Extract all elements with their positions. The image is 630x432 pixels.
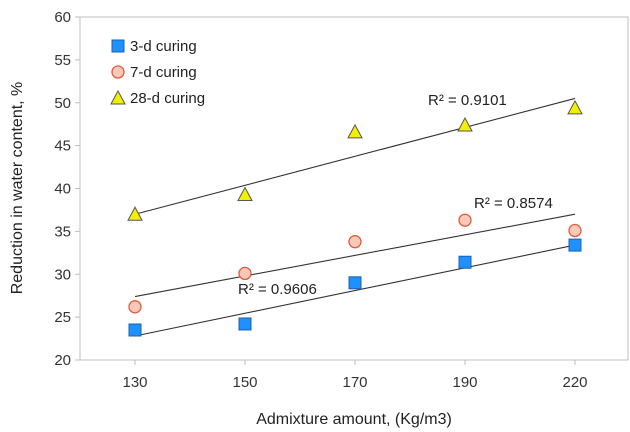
x-tick-label: 130: [122, 374, 147, 391]
data-point-square: [238, 317, 252, 331]
y-tick-label: 50: [54, 95, 71, 112]
trendline-3: [134, 97, 576, 215]
x-tick-label: 220: [562, 374, 587, 391]
data-point-triangle: [237, 186, 253, 202]
y-axis-title: Reduction in water content, %: [9, 82, 26, 295]
legend: 3-d curing 7-d curing 28-d curing: [110, 38, 205, 107]
legend-label: 28-d curing: [130, 90, 205, 107]
data-point-square: [348, 276, 362, 290]
y-axis-ticks: 20 25 30 35 40 45 50 55 60: [54, 9, 80, 369]
legend-label: 3-d curing: [130, 38, 197, 55]
data-point-triangle: [347, 123, 363, 139]
data-point-circle: [238, 266, 252, 281]
data-point-circle: [128, 300, 142, 314]
data-point-triangle: [457, 116, 473, 132]
trendline-2: [134, 213, 576, 298]
data-point-circle: [458, 213, 472, 227]
y-tick-label: 55: [54, 52, 71, 69]
x-tick-label: 190: [452, 374, 477, 391]
trendlines: [134, 97, 576, 337]
data-point-square: [568, 238, 582, 252]
r-squared-labels: R² = 0.9606 R² = 0.8574 R² = 0.9101: [238, 92, 553, 298]
legend-marker-square: [111, 39, 125, 53]
x-axis-title: Admixture amount, (Kg/m3): [256, 411, 452, 428]
y-tick-label: 60: [54, 9, 71, 26]
y-tick-label: 40: [54, 181, 71, 198]
x-axis-ticks: 130 150 170 190 220: [122, 360, 588, 391]
trendline-1: [134, 244, 576, 337]
data-point-square: [458, 255, 472, 269]
legend-label: 7-d curing: [130, 64, 197, 81]
data-points: [127, 99, 583, 337]
data-point-circle: [568, 223, 582, 238]
y-tick-label: 20: [54, 352, 71, 369]
y-tick-label: 45: [54, 138, 71, 155]
r2-label: R² = 0.8574: [474, 195, 553, 212]
r2-label: R² = 0.9101: [428, 92, 507, 109]
legend-marker-triangle: [110, 89, 126, 105]
data-point-square: [128, 323, 142, 337]
y-tick-label: 30: [54, 266, 71, 283]
r2-label: R² = 0.9606: [238, 281, 317, 298]
data-point-triangle: [567, 99, 583, 115]
y-tick-label: 35: [54, 223, 71, 240]
data-point-triangle: [127, 206, 143, 221]
data-point-circle: [348, 235, 362, 249]
x-tick-label: 170: [342, 374, 367, 391]
y-tick-label: 25: [54, 309, 71, 326]
x-tick-label: 150: [232, 374, 257, 391]
legend-marker-circle: [111, 65, 125, 79]
